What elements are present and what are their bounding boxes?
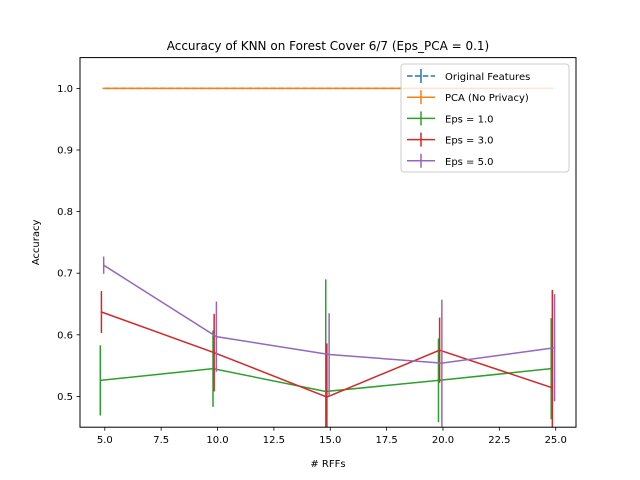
plot-area xyxy=(99,87,556,428)
x-tick-label: 5.0 xyxy=(97,435,113,446)
x-tick-label: 22.5 xyxy=(488,435,510,446)
x-tick-label: 12.5 xyxy=(263,435,285,446)
x-tick-label: 10.0 xyxy=(206,435,228,446)
chart-title: Accuracy of KNN on Forest Cover 6/7 (Eps… xyxy=(167,39,490,53)
legend-label: PCA (No Privacy) xyxy=(445,93,529,104)
legend-item: Eps = 3.0 xyxy=(407,132,494,147)
series-3 xyxy=(100,289,554,428)
legend: Original Features PCA (No Privacy) Eps = 1… xyxy=(400,63,570,173)
y-tick-label: 0.8 xyxy=(57,207,73,218)
y-tick-label: 1.0 xyxy=(57,84,73,95)
legend-label: Original Features xyxy=(445,72,530,83)
y-axis-label: Accuracy xyxy=(31,219,42,265)
legend-item: Eps = 5.0 xyxy=(407,153,494,168)
x-tick-label: 15.0 xyxy=(319,435,341,446)
legend-label: Eps = 1.0 xyxy=(445,114,494,125)
series-2 xyxy=(99,279,552,428)
x-tick-label: 7.5 xyxy=(153,435,169,446)
x-tick-label: 17.5 xyxy=(375,435,397,446)
y-tick-label: 0.5 xyxy=(57,392,73,403)
x-tick-label: 20.0 xyxy=(432,435,454,446)
legend-item: Original Features xyxy=(407,69,530,83)
legend-box xyxy=(400,63,570,173)
legend-item: Eps = 1.0 xyxy=(407,111,494,126)
y-tick-label: 0.7 xyxy=(57,269,73,280)
y-tick-label: 0.9 xyxy=(57,146,73,157)
legend-item: PCA (No Privacy) xyxy=(407,90,529,105)
plot-frame xyxy=(79,57,577,428)
legend-label: Eps = 5.0 xyxy=(445,157,494,168)
legend-label: Eps = 3.0 xyxy=(445,136,494,147)
x-axis-label: # RFFs xyxy=(310,459,345,470)
y-tick-label: 0.6 xyxy=(57,330,73,341)
x-tick-label: 25.0 xyxy=(545,435,567,446)
axis-ticks: 5.0 7.5 10.0 12.5 15.0 17.5 20.0 22.5 25.0 0.5 0.6… xyxy=(57,84,567,446)
series-4 xyxy=(102,256,556,427)
